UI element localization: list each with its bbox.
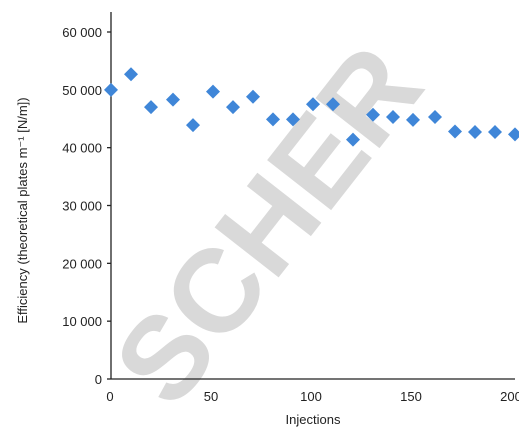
data-point xyxy=(206,84,220,99)
data-point xyxy=(468,125,482,140)
data-point xyxy=(406,112,420,127)
data-point xyxy=(166,92,180,107)
y-axis-title: Efficiency (theoretical plates m⁻¹ [N/m]… xyxy=(15,97,30,323)
data-point xyxy=(124,67,138,82)
data-point xyxy=(306,97,320,112)
data-point xyxy=(326,97,340,112)
data-point xyxy=(508,127,519,142)
data-point xyxy=(286,112,300,127)
y-tick-labels: 0 10 000 20 000 30 000 40 000 50 000 60 000 xyxy=(62,25,111,387)
axes xyxy=(110,12,515,380)
data-point xyxy=(488,125,502,140)
data-point xyxy=(428,110,442,125)
data-point xyxy=(186,118,200,133)
data-point xyxy=(366,107,380,122)
data-point xyxy=(144,100,158,115)
y-tick-label: 50 000 xyxy=(62,83,102,98)
data-points xyxy=(104,67,519,147)
x-tick-label: 150 xyxy=(400,389,422,404)
data-point xyxy=(266,112,280,127)
x-tick-label: 0 xyxy=(106,389,113,404)
y-tick-label: 10 000 xyxy=(62,314,102,329)
x-tick-label: 50 xyxy=(204,389,218,404)
data-point xyxy=(246,89,260,104)
x-tick-labels: 0 50 100 150 200 xyxy=(106,389,519,404)
y-tick-label: 30 000 xyxy=(62,199,102,214)
y-tick-label: 20 000 xyxy=(62,256,102,271)
watermark-text: SCHER xyxy=(89,22,447,427)
y-tick-label: 60 000 xyxy=(62,25,102,40)
x-tick-label: 100 xyxy=(300,389,322,404)
data-point xyxy=(104,82,118,97)
watermark: SCHER xyxy=(89,22,447,427)
data-point xyxy=(226,100,240,115)
data-point xyxy=(386,110,400,125)
data-point xyxy=(448,124,462,139)
x-tick-label: 200 xyxy=(500,389,519,404)
y-tick-label: 0 xyxy=(95,372,102,387)
x-axis-title: Injections xyxy=(286,412,341,427)
y-tick-label: 40 000 xyxy=(62,141,102,156)
data-point xyxy=(346,132,360,147)
